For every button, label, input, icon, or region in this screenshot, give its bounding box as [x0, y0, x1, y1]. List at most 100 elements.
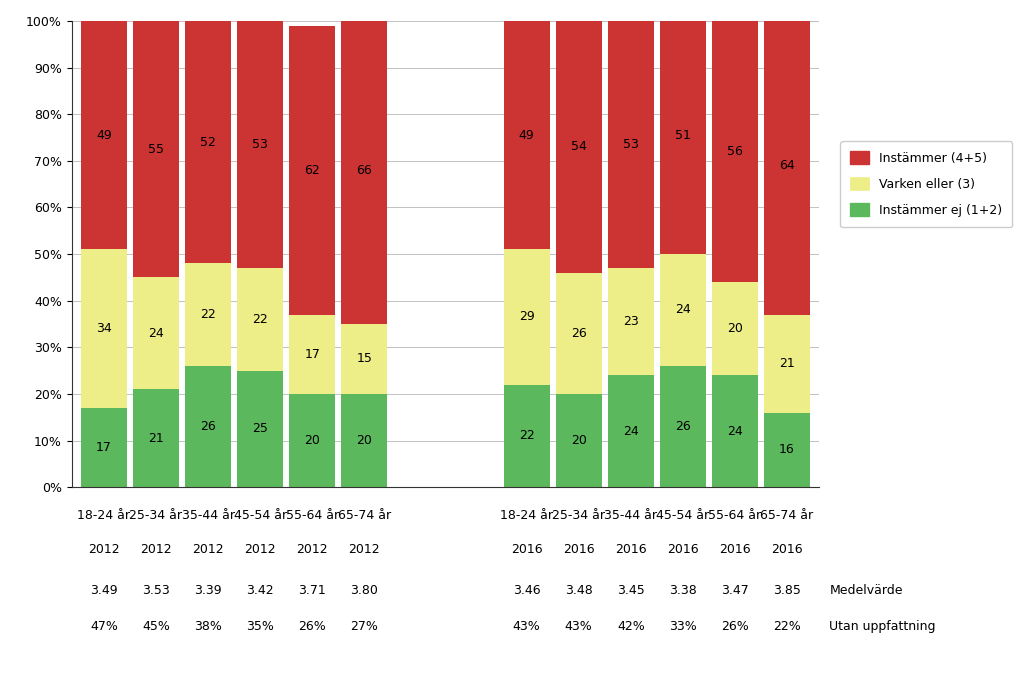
Bar — [504, 249, 550, 385]
Text: 3.48: 3.48 — [565, 584, 593, 596]
Bar — [556, 21, 602, 273]
Bar — [238, 268, 283, 370]
Text: Medelvärde: Medelvärde — [829, 584, 903, 596]
Text: 49: 49 — [519, 129, 535, 141]
Bar — [341, 394, 387, 487]
Bar — [712, 282, 758, 375]
Text: 2016: 2016 — [563, 544, 595, 556]
Text: 35%: 35% — [246, 620, 274, 633]
Text: 26%: 26% — [721, 620, 749, 633]
Text: 24: 24 — [623, 425, 639, 438]
Text: 55-64 år: 55-64 år — [286, 509, 339, 521]
Bar — [608, 21, 653, 268]
Bar — [185, 366, 231, 487]
Text: 17: 17 — [304, 348, 321, 361]
Text: 51: 51 — [675, 129, 691, 141]
Text: 55-64 år: 55-64 år — [709, 509, 762, 521]
Text: 25-34 år: 25-34 år — [552, 509, 605, 521]
Text: 23: 23 — [623, 315, 639, 328]
Bar — [238, 370, 283, 487]
Text: 3.80: 3.80 — [350, 584, 378, 596]
Text: 62: 62 — [304, 164, 321, 177]
Text: 2016: 2016 — [719, 544, 751, 556]
Text: 2016: 2016 — [511, 544, 543, 556]
Text: 26: 26 — [675, 420, 691, 433]
Text: 21: 21 — [148, 432, 164, 445]
Bar — [133, 277, 179, 389]
Text: 18-24 år: 18-24 år — [500, 509, 553, 521]
Text: 2012: 2012 — [296, 544, 328, 556]
Text: 38%: 38% — [195, 620, 222, 633]
Text: 65-74 år: 65-74 år — [761, 509, 814, 521]
Text: 3.85: 3.85 — [773, 584, 801, 596]
Bar — [341, 16, 387, 324]
Text: 47%: 47% — [90, 620, 118, 633]
Legend: Instämmer (4+5), Varken eller (3), Instämmer ej (1+2): Instämmer (4+5), Varken eller (3), Instä… — [841, 141, 1013, 227]
Bar — [764, 315, 810, 413]
Bar — [504, 21, 550, 249]
Text: 35-44 år: 35-44 år — [604, 509, 657, 521]
Text: 3.49: 3.49 — [90, 584, 118, 596]
Text: 22: 22 — [200, 308, 216, 321]
Bar — [238, 21, 283, 268]
Bar — [81, 21, 127, 249]
Text: 42%: 42% — [616, 620, 645, 633]
Text: 24: 24 — [148, 327, 164, 340]
Bar — [556, 273, 602, 394]
Text: 3.47: 3.47 — [721, 584, 749, 596]
Text: 17: 17 — [96, 441, 112, 454]
Bar — [341, 324, 387, 394]
Text: 25-34 år: 25-34 år — [129, 509, 182, 521]
Text: 26: 26 — [570, 327, 587, 340]
Text: 65-74 år: 65-74 år — [338, 509, 391, 521]
Text: 54: 54 — [570, 141, 587, 153]
Text: 53: 53 — [252, 138, 268, 151]
Bar — [185, 21, 231, 263]
Bar — [764, 16, 810, 315]
Text: 2016: 2016 — [771, 544, 803, 556]
Text: 18-24 år: 18-24 år — [78, 509, 130, 521]
Text: 2012: 2012 — [245, 544, 275, 556]
Bar — [133, 389, 179, 487]
Text: 20: 20 — [304, 434, 321, 447]
Bar — [608, 375, 653, 487]
Text: 2012: 2012 — [348, 544, 380, 556]
Bar — [712, 21, 758, 282]
Bar — [608, 268, 653, 375]
Text: 24: 24 — [727, 425, 742, 438]
Text: 34: 34 — [96, 322, 112, 335]
Text: 3.71: 3.71 — [298, 584, 326, 596]
Text: 45%: 45% — [142, 620, 170, 633]
Text: 15: 15 — [356, 352, 372, 365]
Text: 22: 22 — [252, 313, 268, 326]
Bar — [133, 21, 179, 277]
Text: 21: 21 — [779, 357, 795, 370]
Bar — [289, 26, 335, 315]
Text: 45-54 år: 45-54 år — [656, 509, 710, 521]
Text: 3.45: 3.45 — [616, 584, 645, 596]
Text: Utan uppfattning: Utan uppfattning — [829, 620, 936, 633]
Text: 2016: 2016 — [615, 544, 646, 556]
Bar — [659, 254, 706, 366]
Text: 43%: 43% — [513, 620, 541, 633]
Bar — [185, 263, 231, 366]
Text: 20: 20 — [727, 322, 742, 335]
Text: 49: 49 — [96, 129, 112, 141]
Text: 16: 16 — [779, 443, 795, 457]
Text: 22: 22 — [519, 429, 535, 443]
Bar — [289, 394, 335, 487]
Text: 2012: 2012 — [88, 544, 120, 556]
Bar — [659, 366, 706, 487]
Text: 22%: 22% — [773, 620, 801, 633]
Text: 3.46: 3.46 — [513, 584, 541, 596]
Text: 25: 25 — [252, 422, 268, 436]
Text: 20: 20 — [356, 434, 372, 447]
Text: 24: 24 — [675, 303, 691, 317]
Bar — [556, 394, 602, 487]
Text: 2016: 2016 — [667, 544, 698, 556]
Text: 56: 56 — [727, 145, 742, 158]
Text: 55: 55 — [147, 143, 164, 156]
Text: 66: 66 — [356, 164, 372, 177]
Bar — [659, 16, 706, 254]
Text: 3.38: 3.38 — [669, 584, 696, 596]
